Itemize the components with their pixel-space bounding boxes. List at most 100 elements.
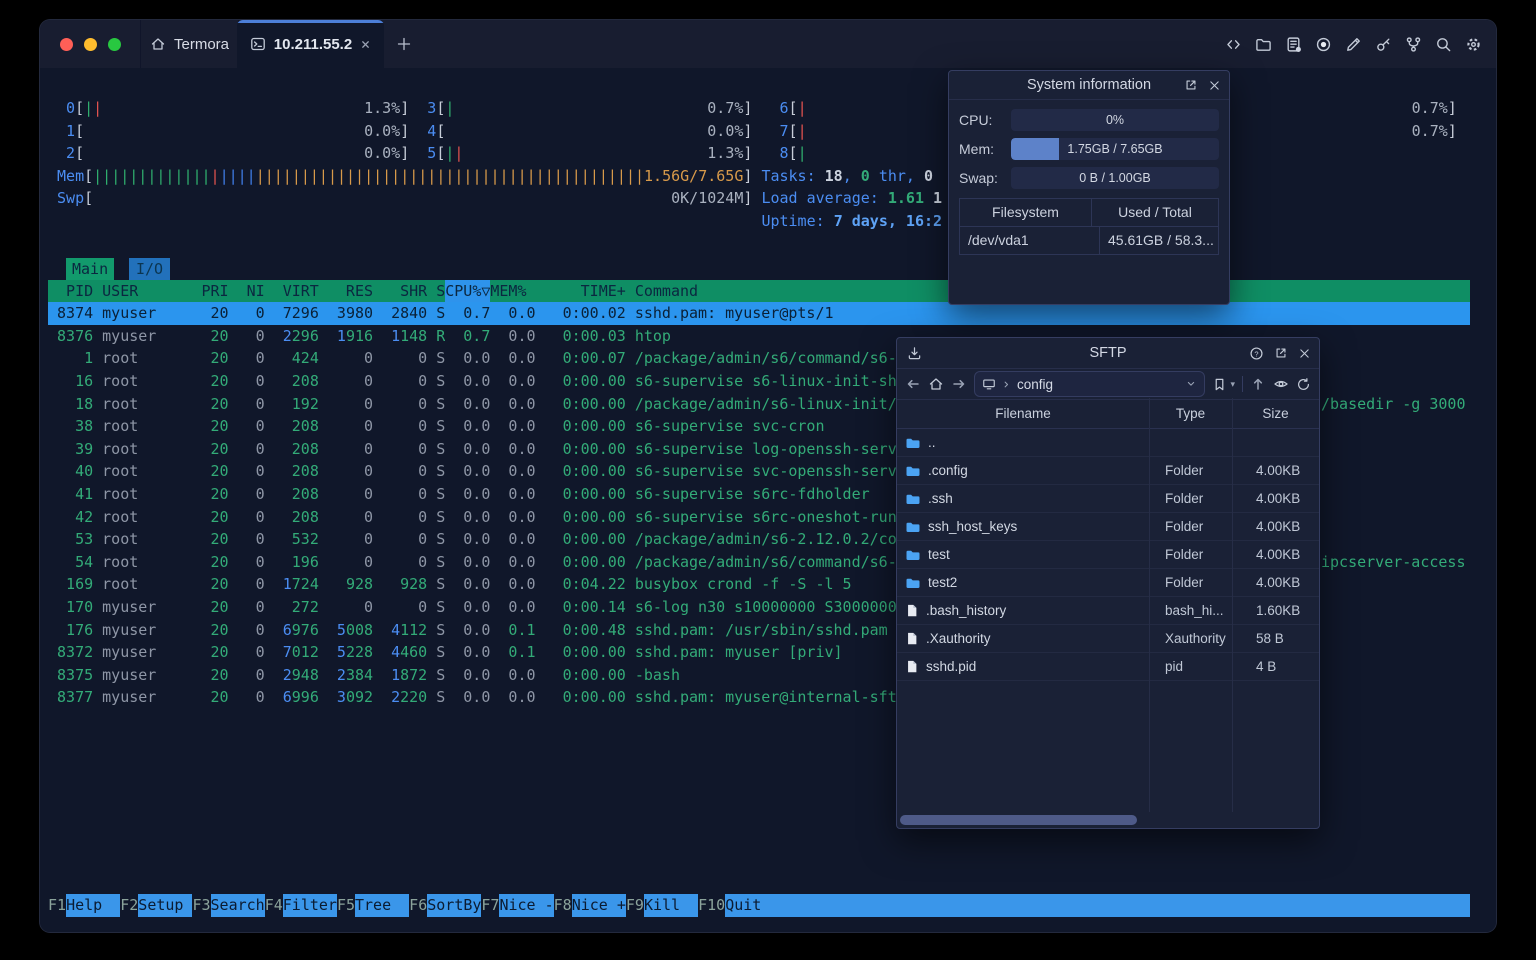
fkey-action-filter[interactable]: Filter: [282, 894, 337, 917]
process-row[interactable]: 8372 myuser 20 0 7012 5228 4460 S 0.0 0.1 0:00.…: [57, 643, 843, 662]
cpu-meter-5: 5[|| 1.3%]: [418, 144, 753, 163]
process-row[interactable]: 40 root 20 0 208 0 0 S 0.0 0.0 0:00.00 s6-superv…: [75, 462, 897, 481]
header-cpu-sort[interactable]: CPU%▽: [445, 279, 491, 303]
header-time[interactable]: TIME+: [580, 281, 626, 300]
fkey-action-search[interactable]: Search: [210, 894, 265, 917]
chevron-down-icon[interactable]: [1185, 378, 1197, 390]
close-window-button[interactable]: [60, 37, 73, 51]
system-information-titlebar[interactable]: System information: [949, 71, 1229, 100]
process-row[interactable]: 169 root 20 0 1724 928 928 S 0.0 0.0 0:04.22 bus…: [66, 575, 852, 594]
process-row[interactable]: 8375 myuser 20 0 2948 2384 1872 S 0.0 0.0 0:00.…: [57, 665, 680, 684]
file-row[interactable]: test Folder 4.00KB: [897, 541, 1319, 569]
filesystem-row[interactable]: /dev/vda1 45.61GB / 58.3...: [960, 227, 1218, 254]
key-icon[interactable]: [1375, 36, 1392, 53]
header-state[interactable]: S: [436, 281, 446, 300]
process-row[interactable]: 1 root 20 0 424 0 0 S 0.0 0.0 0:00.07/package/a…: [84, 349, 897, 368]
process-row[interactable]: 16 root 20 0 208 0 0 S 0.0 0.0 0:00.00 s6-superv…: [75, 372, 897, 390]
header-pri[interactable]: PRI: [201, 281, 229, 300]
file-row[interactable]: .ssh Folder 4.00KB: [897, 485, 1319, 513]
maximize-window-button[interactable]: [108, 37, 121, 51]
process-row[interactable]: 42 root 20 0 208 0 0 S 0.0 0.0 0:00.00 s6-superv…: [75, 507, 897, 526]
git-branch-icon[interactable]: [1405, 36, 1422, 53]
path-input[interactable]: config: [974, 371, 1206, 397]
eye-icon[interactable]: [1273, 376, 1289, 392]
header-virt[interactable]: VIRT: [282, 281, 319, 300]
header-ni[interactable]: NI: [246, 281, 265, 300]
fkey-action-sortby[interactable]: SortBy: [427, 894, 482, 917]
htop-tab-io[interactable]: I/O: [129, 258, 171, 281]
column-filename[interactable]: Filename: [995, 406, 1051, 421]
scrollbar-thumb[interactable]: [900, 815, 1137, 825]
back-icon[interactable]: [905, 376, 921, 392]
process-table-header[interactable]: PID USER PRI NI VIRT RES SHR S CPU%▽ MEM% TIME+ Com…: [48, 279, 1470, 303]
header-command[interactable]: Command: [634, 281, 699, 300]
tab-termora-home[interactable]: Termora: [140, 20, 239, 68]
process-row[interactable]: 18 root 20 0 192 0 0 S 0.0 0.0 0:00.00/package/…: [75, 394, 897, 413]
header-shr[interactable]: SHR: [400, 281, 428, 300]
new-tab-button[interactable]: [384, 20, 424, 68]
file-row[interactable]: sshd.pid pid 4 B: [897, 653, 1319, 681]
header-pid[interactable]: PID: [66, 281, 94, 300]
pencil-icon[interactable]: [1345, 36, 1362, 53]
file-row[interactable]: test2 Folder 4.00KB: [897, 569, 1319, 597]
file-row[interactable]: ssh_host_keys Folder 4.00KB: [897, 513, 1319, 541]
process-row[interactable]: 8376 myuser 20 0 2296 1916 1148 R 0.7 0.0 0:00.…: [57, 326, 671, 345]
fkey-action-tree[interactable]: Tree: [355, 894, 410, 917]
close-tab-icon[interactable]: [360, 39, 371, 50]
sftp-titlebar[interactable]: SFTP ?: [897, 338, 1319, 369]
close-icon[interactable]: [1208, 79, 1221, 92]
titlebar: Termora 10.211.55.2: [40, 20, 1496, 68]
process-row[interactable]: 8377 myuser 20 0 6996 3092 2220 S 0.0 0.0 0:00.…: [57, 688, 897, 707]
forward-icon[interactable]: [951, 376, 967, 392]
log-document-icon[interactable]: [1285, 36, 1302, 53]
fkey-action-kill[interactable]: Kill: [643, 894, 699, 917]
process-row[interactable]: 38 root 20 0 208 0 0 S 0.0 0.0 0:00.00 s6-superv…: [75, 417, 825, 436]
file-row[interactable]: .config Folder 4.00KB: [897, 457, 1319, 485]
bookmark-dropdown-icon[interactable]: ▾: [1230, 378, 1235, 389]
file-type: Folder: [1165, 491, 1204, 506]
search-icon[interactable]: [1435, 36, 1452, 53]
column-type[interactable]: Type: [1175, 406, 1206, 421]
folder-icon[interactable]: [1255, 36, 1272, 53]
fkey-action-help[interactable]: Help: [66, 894, 121, 917]
record-icon[interactable]: [1315, 36, 1332, 53]
process-row[interactable]: 53 root 20 0 532 0 0 S 0.0 0.0 0:00.00/package/…: [75, 530, 897, 549]
code-icon[interactable]: [1225, 36, 1242, 53]
open-in-window-icon[interactable]: [1184, 78, 1198, 92]
horizontal-scrollbar[interactable]: [900, 815, 1316, 825]
fkey-action-quit[interactable]: Quit: [725, 894, 1470, 917]
header-res[interactable]: RES: [345, 281, 374, 300]
settings-gear-icon[interactable]: [1465, 36, 1482, 53]
home-icon: [150, 36, 166, 52]
fkey-action-setup[interactable]: Setup: [138, 894, 193, 917]
fkey-F4: F4: [264, 896, 283, 914]
refresh-icon[interactable]: [1296, 377, 1311, 392]
cpu-meter-6: 6[| 0.7%]: [770, 99, 1457, 117]
tab-ssh-session[interactable]: 10.211.55.2: [237, 20, 384, 68]
process-row[interactable]: 170 myuser 20 0 272 0 0 S 0.0 0.0 0:00.14 s6-log…: [66, 598, 897, 616]
bookmark-icon[interactable]: [1212, 377, 1227, 392]
htop-tab-main[interactable]: Main: [66, 258, 115, 281]
close-icon[interactable]: [1298, 347, 1311, 360]
file-row[interactable]: .bash_history bash_hi... 1.60KB: [897, 597, 1319, 625]
open-in-window-icon[interactable]: [1274, 346, 1288, 360]
header-user[interactable]: USER: [102, 281, 139, 300]
column-size[interactable]: Size: [1262, 406, 1289, 421]
minimize-window-button[interactable]: [84, 37, 97, 51]
header-mem[interactable]: MEM%: [490, 281, 527, 300]
process-row[interactable]: 8374 myuser 20 0 7296 3980 2840 S 0.7 0.0 0:00.…: [48, 302, 1470, 325]
download-icon[interactable]: [907, 346, 922, 361]
process-row[interactable]: 54 root 20 0 196 0 0 S 0.0 0.0 0:00.00/package/…: [75, 552, 897, 571]
fkey-action-nice-[interactable]: Nice +: [571, 894, 626, 917]
home-icon[interactable]: [928, 376, 944, 392]
file-row[interactable]: ..: [897, 429, 1319, 457]
process-row[interactable]: 39 root 20 0 208 0 0 S 0.0 0.0 0:00.00 s6-superv…: [75, 439, 897, 458]
process-row[interactable]: 176 myuser 20 0 6976 5008 4112 S 0.0 0.1 0:00.4…: [66, 620, 888, 639]
fkey-action-nice-[interactable]: Nice -: [499, 894, 554, 917]
help-icon[interactable]: ?: [1249, 346, 1264, 361]
up-directory-icon[interactable]: [1250, 376, 1266, 392]
process-row[interactable]: 41 root 20 0 208 0 0 S 0.0 0.0 0:00.00 s6-superv…: [75, 485, 870, 503]
fs-header-used-total[interactable]: Used / Total: [1118, 204, 1192, 220]
file-row[interactable]: .Xauthority Xauthority 58 B: [897, 625, 1319, 653]
fs-header-filesystem[interactable]: Filesystem: [960, 199, 1092, 226]
